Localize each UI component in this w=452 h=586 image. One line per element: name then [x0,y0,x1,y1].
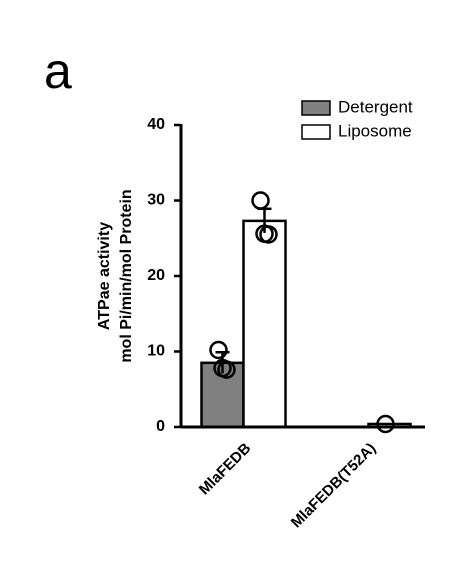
bar [242,219,287,429]
legend-label: Detergent [338,97,413,116]
y-tick-label: 10 [147,343,165,360]
y-tick-label: 30 [147,192,165,209]
x-tick-label: MlaFEDB(T52A) [288,440,380,532]
y-tick-label: 20 [147,267,165,284]
y-tick-label: 40 [147,116,165,133]
x-tick-label: MlaFEDB [196,440,255,499]
data-point [209,340,228,360]
y-axis-title: mol Pi/min/mol Protein [118,189,135,362]
data-point [376,414,395,434]
data-point [259,225,278,244]
legend-swatch [301,100,331,116]
y-tick-label: 0 [156,418,165,435]
data-point [217,360,236,379]
y-axis-title: ATPae activity [96,222,113,330]
data-point [251,191,270,210]
legend-label: Liposome [338,121,412,140]
legend-swatch [301,124,331,140]
panel-label: a [44,43,72,99]
